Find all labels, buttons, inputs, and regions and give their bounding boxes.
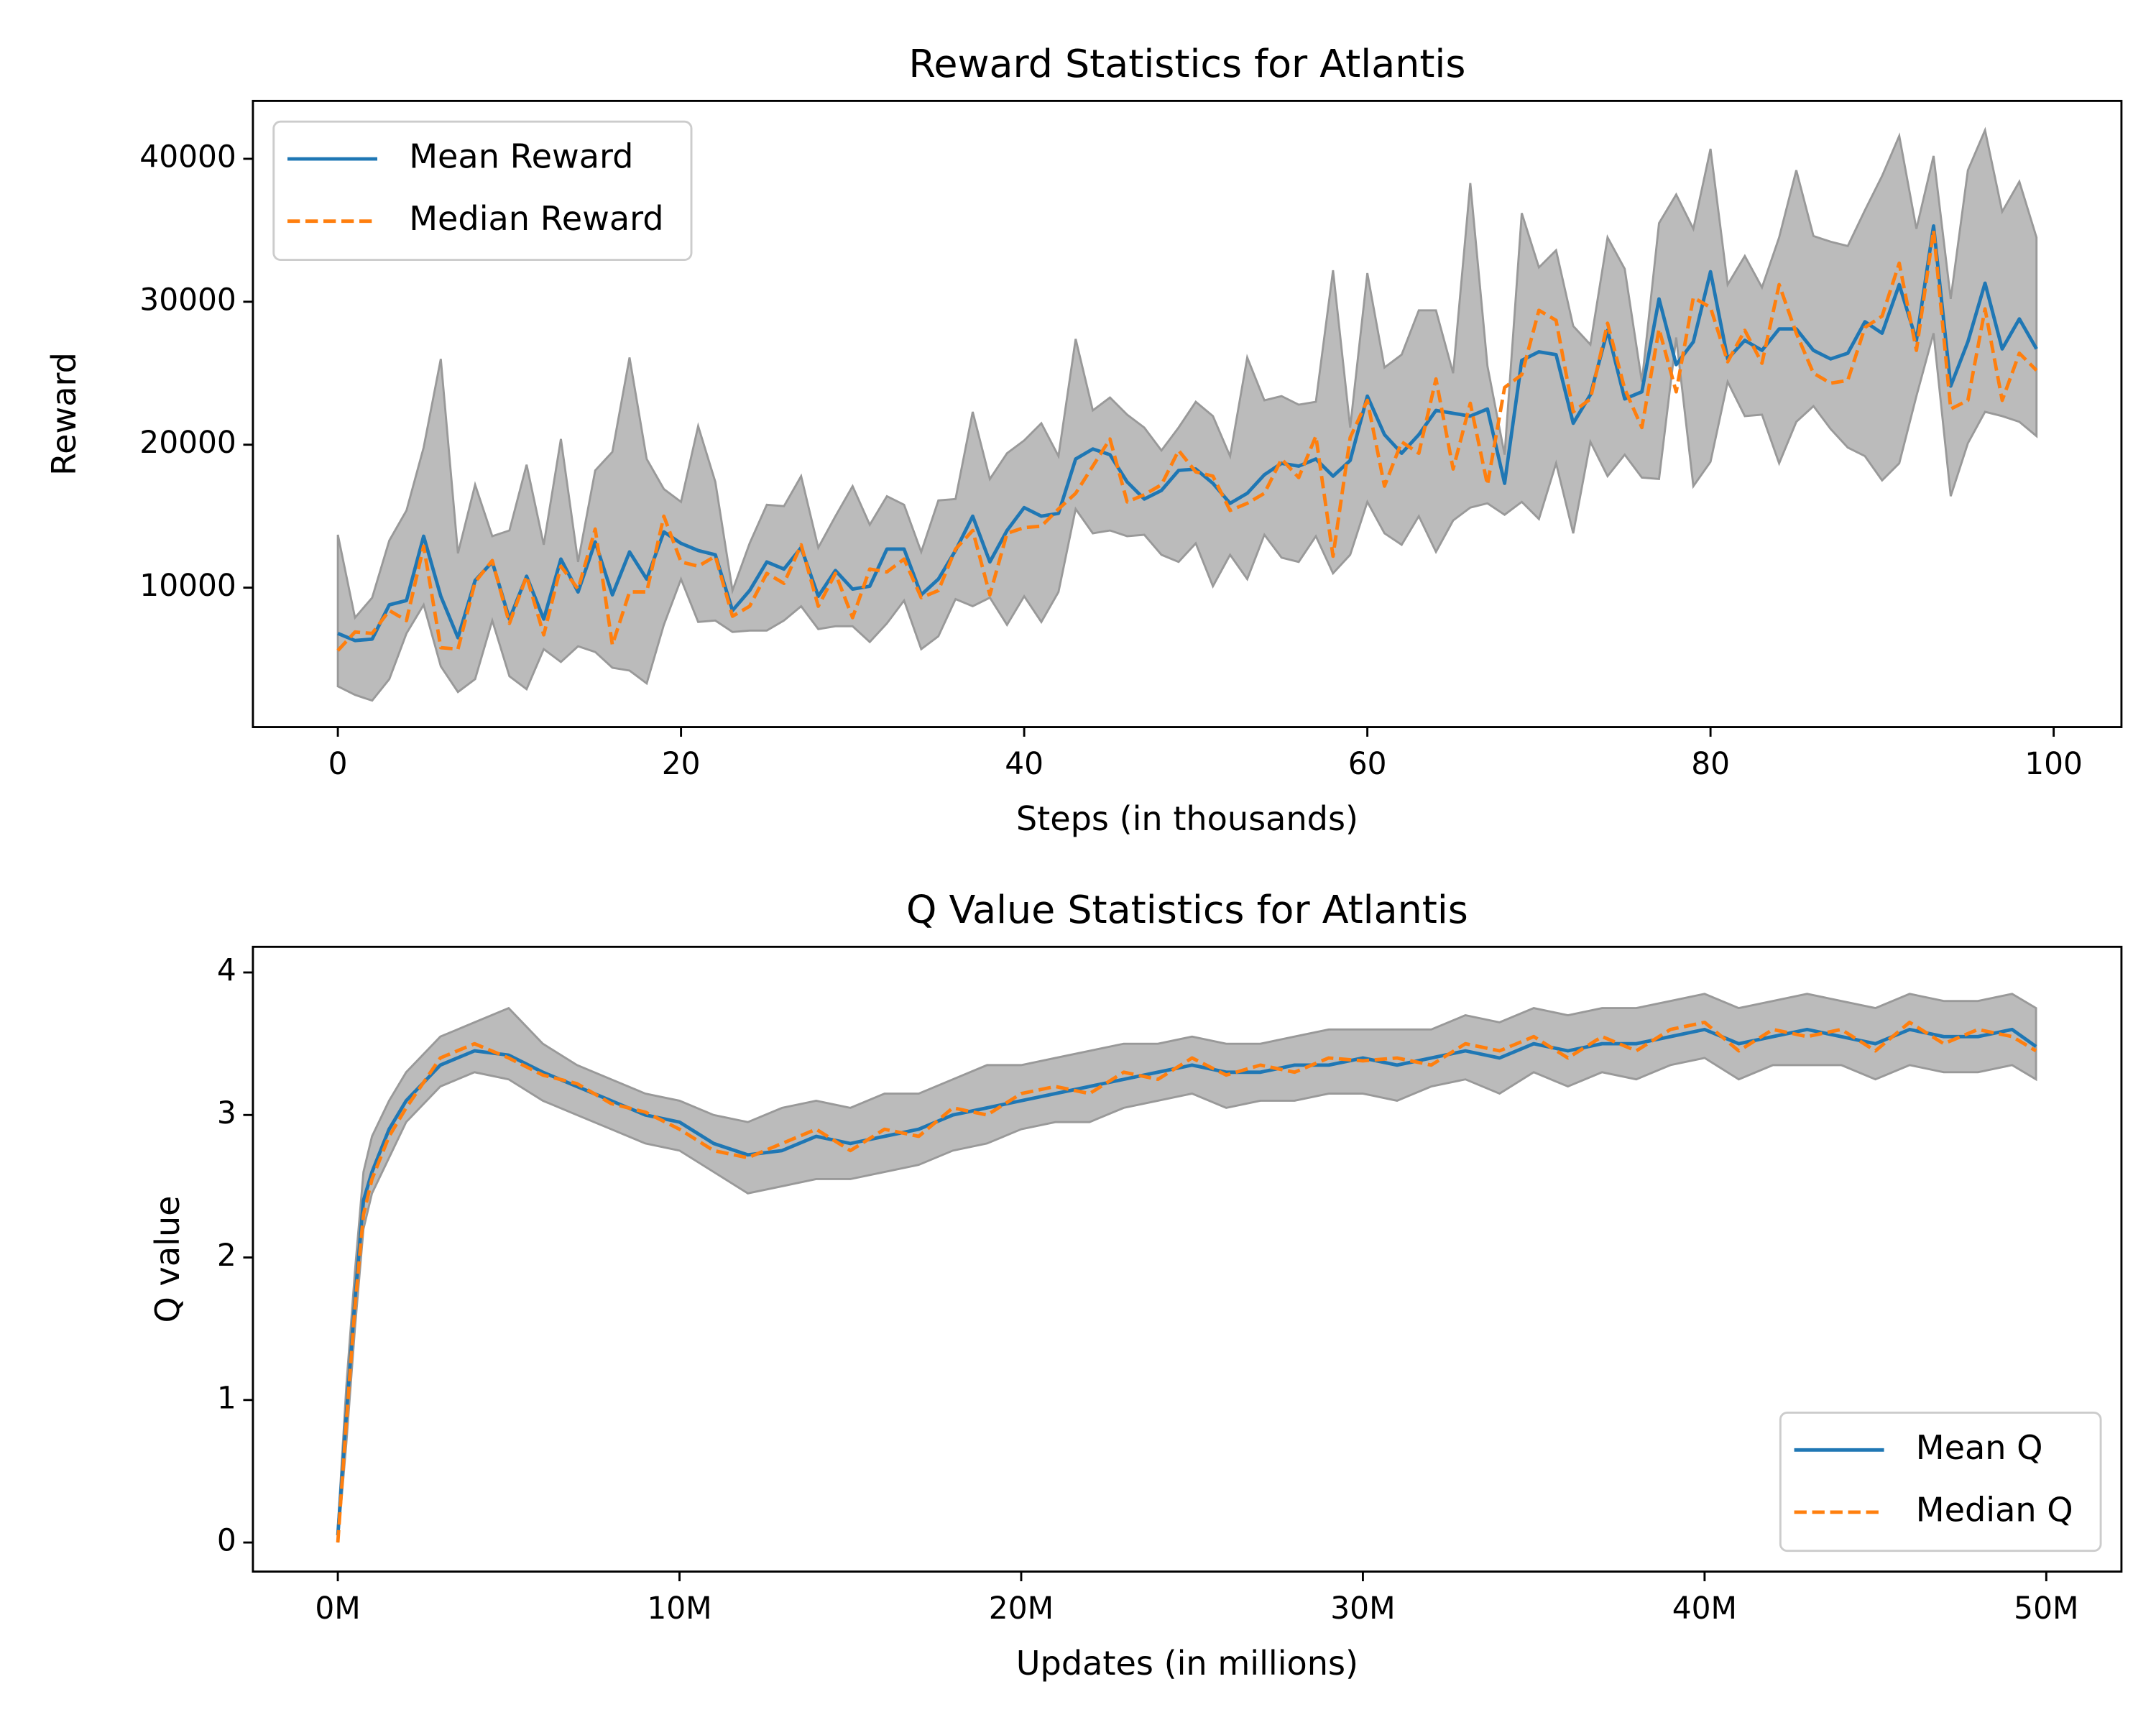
y-tick-label: 40000	[139, 139, 236, 174]
x-tick-label: 100	[2024, 746, 2083, 781]
y-axis-label: Reward	[45, 352, 83, 476]
chart-title: Reward Statistics for Atlantis	[908, 41, 1465, 86]
y-tick-label: 0	[217, 1523, 236, 1558]
min-max-band	[336, 126, 2038, 702]
y-tick-label: 3	[217, 1095, 236, 1131]
min-max-band	[336, 993, 2037, 1543]
legend-frame	[272, 120, 693, 261]
legend-label: Median Q	[1916, 1490, 2073, 1529]
legend: Mean Q Median Q	[1779, 1411, 2102, 1552]
x-tick-label: 60	[1348, 746, 1387, 781]
x-tick-label: 40M	[1672, 1591, 1737, 1626]
chart-title: Q Value Statistics for Atlantis	[906, 887, 1468, 932]
x-tick-label: 80	[1691, 746, 1730, 781]
legend: Mean Reward Median Reward	[272, 120, 693, 261]
x-tick-label: 50M	[2014, 1591, 2078, 1626]
x-tick-label: 0	[328, 746, 348, 781]
series-line	[337, 224, 2038, 643]
y-axis-label: Q value	[148, 1195, 187, 1322]
x-tick-label: 30M	[1330, 1591, 1395, 1626]
series-line	[336, 1020, 2037, 1543]
x-tick-label: 0M	[315, 1591, 360, 1626]
plot-frame	[252, 99, 2123, 728]
y-tick-label: 30000	[139, 282, 236, 317]
y-tick-label: 20000	[139, 425, 236, 460]
y-tick-label: 4	[217, 952, 236, 988]
legend-label: Mean Reward	[409, 137, 633, 176]
x-axis-label: Updates (in millions)	[1016, 1644, 1358, 1683]
x-tick-label: 20M	[989, 1591, 1054, 1626]
legend-frame	[1779, 1411, 2102, 1552]
x-tick-label: 40	[1005, 746, 1044, 781]
plot-frame	[252, 945, 2123, 1573]
y-tick-label: 2	[217, 1238, 236, 1273]
legend-label: Mean Q	[1916, 1428, 2043, 1467]
y-tick-label: 1	[217, 1380, 236, 1415]
x-axis-label: Steps (in thousands)	[1016, 799, 1358, 838]
legend-label: Median Reward	[409, 199, 663, 238]
x-tick-label: 20	[662, 746, 701, 781]
series-line	[336, 1027, 2037, 1536]
series-line	[336, 228, 2038, 652]
x-tick-label: 10M	[647, 1591, 711, 1626]
y-tick-label: 10000	[139, 568, 236, 603]
